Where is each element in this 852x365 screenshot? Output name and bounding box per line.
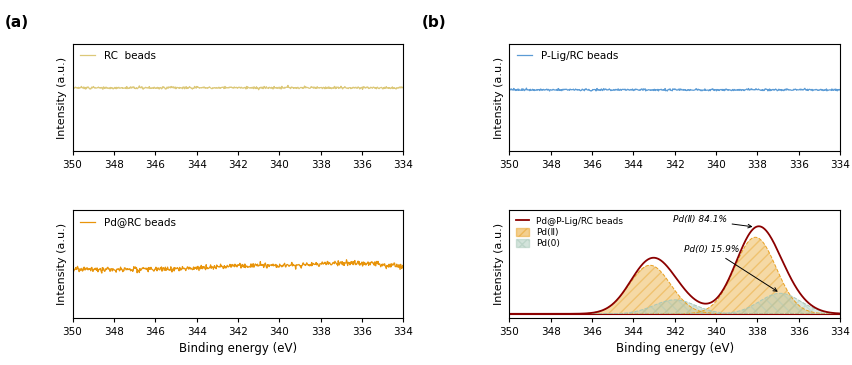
Text: Pd(Ⅱ) 84.1%: Pd(Ⅱ) 84.1% (671, 215, 751, 228)
Y-axis label: Intensity (a.u.): Intensity (a.u.) (57, 223, 66, 305)
Legend: Pd@RC beads: Pd@RC beads (78, 215, 177, 230)
Text: Pd(0) 15.9%: Pd(0) 15.9% (683, 245, 776, 291)
Y-axis label: Intensity (a.u.): Intensity (a.u.) (493, 223, 504, 305)
Legend: RC  beads: RC beads (78, 49, 158, 63)
Legend: Pd@P-Lig/RC beads, Pd(Ⅱ), Pd(0): Pd@P-Lig/RC beads, Pd(Ⅱ), Pd(0) (513, 215, 625, 250)
Text: (a): (a) (4, 15, 28, 30)
X-axis label: Binding energy (eV): Binding energy (eV) (179, 342, 296, 355)
Y-axis label: Intensity (a.u.): Intensity (a.u.) (57, 57, 66, 139)
Legend: P-Lig/RC beads: P-Lig/RC beads (514, 49, 619, 63)
Y-axis label: Intensity (a.u.): Intensity (a.u.) (493, 57, 504, 139)
X-axis label: Binding energy (eV): Binding energy (eV) (615, 342, 733, 355)
Text: (b): (b) (422, 15, 446, 30)
